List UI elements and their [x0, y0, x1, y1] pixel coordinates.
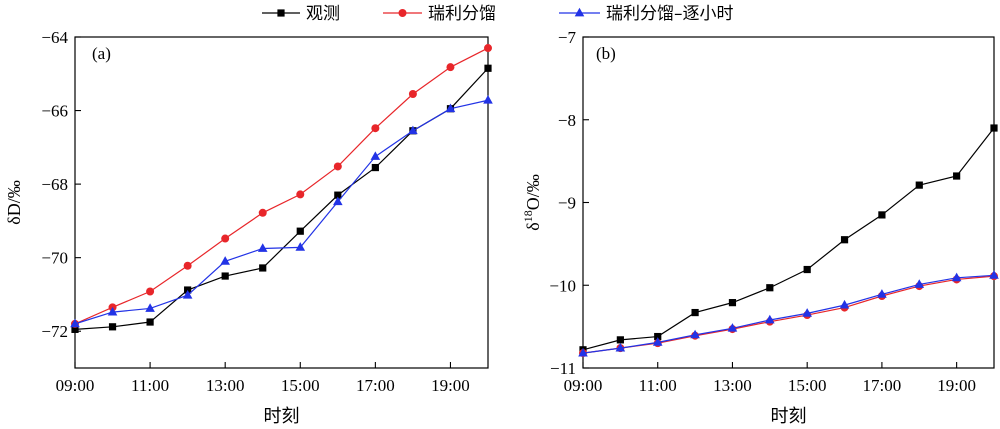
panel-a-series-2-line — [74, 47, 489, 325]
panel-a-series-2-point — [371, 124, 380, 133]
panel-a-ylabel: δD/‰ — [4, 180, 24, 224]
panel-a-xtick-label: 15:00 — [281, 376, 320, 395]
panel-a-series-3-point — [220, 256, 230, 265]
panel-b-ytick-label: −8 — [558, 111, 576, 130]
panel-a-series-2-point — [258, 208, 267, 217]
panel-b-series-1-point — [654, 332, 662, 341]
panel-a-frame — [74, 36, 489, 369]
panel-b-series-3-point — [652, 337, 663, 346]
panel-a-series-3-point — [257, 243, 268, 252]
panel-b-series-3-point — [839, 299, 850, 309]
panel-b-series-1-point — [990, 124, 998, 132]
panel-a-series-1-point — [484, 64, 492, 72]
panel-b-xtick-label: 15:00 — [788, 376, 827, 395]
panel-b-series-3-point — [765, 314, 775, 324]
panel-b-series-2-line — [582, 275, 995, 354]
legend-marker-1 — [277, 9, 285, 17]
panel-a-series-1-point — [334, 191, 342, 199]
panel-b-series-3-point — [877, 289, 887, 298]
panel-a-series-3-point — [370, 151, 381, 160]
panel-a-ytick-label: −70 — [41, 249, 68, 268]
panel-a-xtick-label: 13:00 — [206, 376, 245, 395]
panel-b-series-1-point — [691, 308, 699, 317]
panel-a-series-1-point — [221, 272, 229, 280]
panel-b-series-3-point — [951, 272, 962, 282]
panel-b-series-3-point — [802, 308, 812, 317]
panel-a-series-1-point — [259, 264, 267, 272]
panel-a-series-1-point — [371, 163, 379, 172]
legend-label-3: 瑞利分馏–逐小时 — [606, 4, 734, 24]
panel-a-series-1-point — [71, 325, 79, 333]
panel-a-series-2-point — [183, 261, 192, 270]
panel-a-series-3-point — [70, 318, 80, 328]
panel-a-series-2-point — [484, 44, 492, 53]
panel-a-series-2-point — [296, 190, 305, 199]
panel-b-series-1-point — [953, 172, 961, 180]
panel-b-ytick-label: −7 — [558, 28, 577, 47]
panel-b-series-1-point — [616, 336, 624, 344]
panel-a: 09:00 11:00 13:00 15:00 17:00 19:00 −72 −70 −68 −… — [4, 28, 493, 426]
panel-a-xtick-label: 11:00 — [131, 376, 169, 395]
panel-a-xtick-label: 09:00 — [56, 376, 95, 395]
legend: 观测 瑞利分馏 瑞利分馏–逐小时 — [262, 4, 734, 24]
panel-a-series-2-point — [221, 234, 230, 243]
panel-b-xtick-label: 17:00 — [863, 376, 902, 395]
panel-a-ytick-label: −72 — [41, 322, 68, 341]
panel-a-label: (a) — [92, 44, 111, 63]
panel-b-ytick-label: −11 — [550, 359, 576, 378]
legend-label-1: 观测 — [306, 4, 340, 24]
panel-b-series-3-point — [989, 270, 999, 279]
panel-a-xtick-label: 19:00 — [431, 376, 470, 395]
panel-b-series-1-point — [803, 265, 811, 274]
panel-b-xtick-label: 13:00 — [713, 376, 752, 395]
legend-marker-3 — [574, 7, 585, 17]
panel-a-series-2-point — [333, 162, 342, 171]
panel-b-series-1-point — [878, 211, 886, 219]
panel-a-series-3-point — [483, 95, 493, 104]
panel-a-ytick-label: −66 — [41, 102, 68, 121]
panel-b-xtick-label: 11:00 — [639, 376, 677, 395]
panel-a-series-3-point — [333, 196, 343, 206]
panel-a-series-2-point — [446, 63, 455, 72]
panel-b-ylabel: δ18O/‰ — [521, 174, 543, 230]
panel-a-series-3-point — [408, 125, 418, 135]
panel-a-series-3-line — [74, 99, 489, 325]
panel-a-series-1-line — [74, 67, 489, 330]
panel-b-series-3-point — [615, 342, 626, 352]
panel-a-series-3-point — [182, 289, 193, 299]
panel-a-series-3-point — [107, 306, 118, 316]
panel-b-series-1-point — [915, 181, 923, 189]
panel-b-label: (b) — [596, 44, 616, 63]
panel-a-series-3-point — [445, 103, 456, 113]
panel-b-series-1-point — [728, 299, 737, 307]
panel-b-series-3-point — [690, 329, 700, 339]
panel-a-xtick-label: 17:00 — [356, 376, 395, 395]
panel-b-xtick-label: 09:00 — [564, 376, 603, 395]
panel-a-series-3-point — [295, 242, 306, 251]
panel-b-series-1-point — [840, 236, 849, 244]
legend-marker-2 — [398, 9, 407, 17]
panel-a-series-1-point — [108, 323, 117, 331]
panel-b-series-1-point — [766, 284, 774, 292]
panel-b-series-3-point — [578, 347, 588, 357]
panel-a-series-3-point — [145, 303, 155, 312]
panel-b-ytick-label: −10 — [549, 276, 576, 295]
panel-a-ytick-label: −68 — [41, 175, 68, 194]
panel-a-series-2-point — [146, 287, 155, 296]
panel-b-series-3-point — [914, 279, 925, 288]
panel-a-xlabel: 时刻 — [264, 406, 300, 426]
panel-b-series-3-point — [727, 323, 738, 332]
panel-a-series-1-point — [296, 227, 304, 235]
panel-b-ytick-label: −9 — [558, 194, 576, 213]
panel-a-ytick-label: −64 — [41, 28, 68, 47]
panel-a-series-2-point — [408, 90, 417, 99]
panel-b-xlabel: 时刻 — [771, 406, 807, 426]
panel-b: 09:00 11:00 13:00 15:00 17:00 19:00 −11 −10 −9 −8… — [521, 28, 999, 426]
panel-b-xtick-label: 19:00 — [937, 376, 976, 395]
legend-label-2: 瑞利分馏 — [428, 4, 496, 24]
panel-b-series-3-line — [582, 274, 995, 354]
panel-a-series-1-point — [146, 318, 154, 326]
panel-b-series-1-line — [582, 127, 995, 351]
